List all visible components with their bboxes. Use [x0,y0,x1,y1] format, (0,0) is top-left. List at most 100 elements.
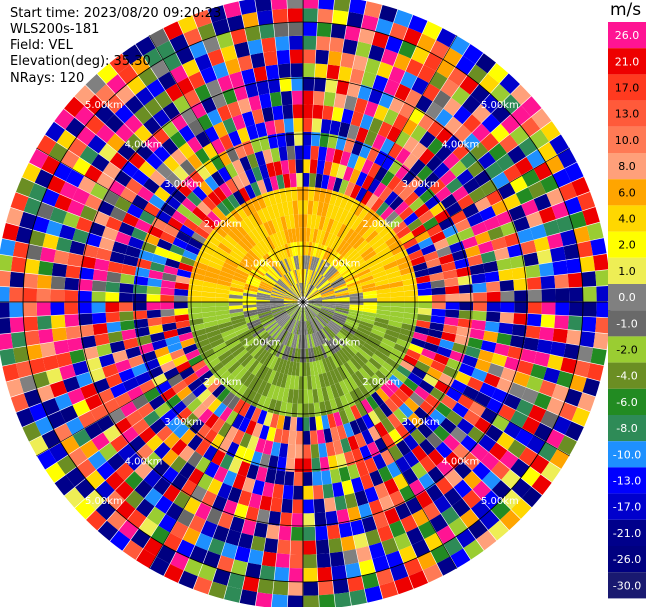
range-gate [557,435,577,456]
range-gate [417,422,434,439]
range-gate [257,9,274,26]
range-gate [581,271,597,287]
range-gate [269,302,284,304]
range-gate [294,458,303,473]
range-gate [480,250,497,264]
range-gate [456,418,475,435]
range-gate [338,409,350,425]
range-gate [515,187,534,205]
range-gate [449,160,468,178]
range-gate [407,218,423,232]
range-gate [472,310,487,321]
range-gate [213,121,228,139]
range-gate [334,495,347,511]
range-ring-label: 2.00km [204,377,242,388]
range-gate [374,150,388,167]
range-gate [234,243,248,256]
range-gate [538,206,557,224]
range-gate [138,426,157,444]
range-gate [235,384,248,399]
range-gate [161,272,177,282]
range-gate [132,418,150,436]
range-gate [215,288,230,295]
range-gate [147,317,162,327]
range-gate [303,282,305,297]
range-gate [388,66,406,84]
range-gate [306,288,318,299]
range-gate [371,373,385,388]
range-gate [320,119,332,134]
range-gate [276,202,285,218]
range-gate [596,285,611,302]
range-gate [389,195,404,211]
range-gate [417,308,432,316]
range-gate [132,284,148,294]
range-gate [347,506,362,523]
range-gate [330,426,340,442]
range-gate [342,211,354,226]
range-gate [367,258,382,269]
range-gate [10,393,29,413]
range-gate [307,304,321,311]
range-gate [424,394,441,409]
ray [308,303,596,412]
range-gate [324,342,334,356]
range-gate [189,418,205,435]
range-gate [176,539,195,558]
range-gate [217,220,231,234]
range-gate [202,215,218,230]
range-gate [228,457,242,474]
range-gate [386,270,402,280]
range-gate [220,353,235,366]
range-gate [279,260,288,274]
ray [207,5,302,297]
range-gate [347,463,360,480]
range-gate [401,169,417,186]
range-gate [350,519,365,536]
range-gate [328,339,339,353]
range-gate [106,271,122,283]
range-gate [95,500,116,521]
range-gate [354,219,367,234]
range-gate [461,95,481,114]
range-gate [217,242,232,255]
range-gate [282,275,292,287]
range-gate [124,471,144,490]
range-gate [344,407,356,423]
range-gate [186,191,202,207]
range-gate [549,134,569,155]
range-gate [569,211,587,229]
range-gate [370,266,386,276]
range-gate [350,111,364,127]
range-gate [235,367,248,381]
range-gate [424,532,443,552]
range-gate [427,448,445,467]
range-gate [288,581,303,596]
range-gate [234,348,248,361]
range-gate [266,162,276,178]
range-gate [343,422,355,438]
range-gate [197,249,213,261]
range-gate [161,315,176,325]
range-gate [322,372,331,387]
range-gate [521,387,539,405]
range-gate [160,294,175,302]
range-gate [191,359,207,373]
range-gate [304,283,309,297]
range-gate [508,382,526,399]
range-gate [263,50,278,67]
range-gate [42,233,59,250]
range-gate [143,135,162,153]
range-gate [237,55,253,72]
range-gate [222,470,238,487]
range-gate [293,334,298,349]
field-label: Field: VEL [10,38,73,53]
range-gate [266,524,280,540]
range-gate [47,410,66,430]
range-gate [296,417,303,432]
range-gate [267,78,281,94]
range-gate [247,249,261,262]
range-ring-label: 2.00km [362,219,400,230]
range-gate [554,274,569,289]
range-gate [305,284,312,298]
